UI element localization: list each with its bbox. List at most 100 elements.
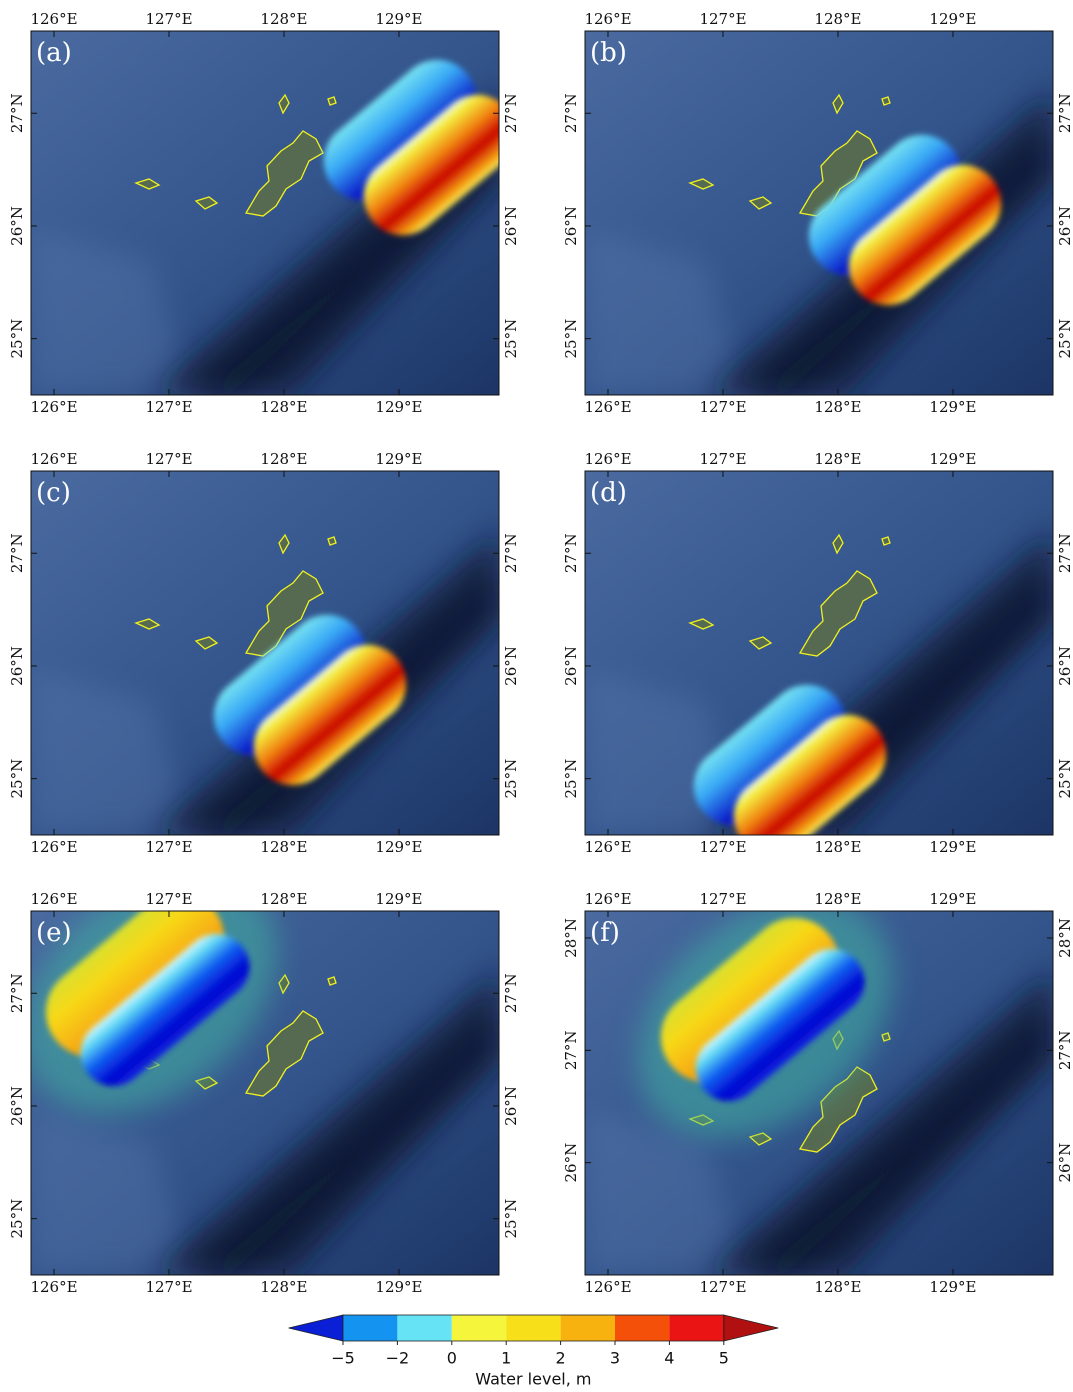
map-frame xyxy=(30,910,500,1276)
island xyxy=(244,570,324,657)
x-tick-label: 127°E xyxy=(145,10,192,28)
wave-blob xyxy=(808,134,962,276)
x-tick-label: 127°E xyxy=(699,450,746,468)
island xyxy=(798,1066,878,1153)
x-tick-label: 127°E xyxy=(145,398,192,416)
map-area xyxy=(31,911,499,1275)
shelf xyxy=(31,1111,191,1275)
x-tick-label: 126°E xyxy=(30,838,77,856)
x-tick-label: 128°E xyxy=(260,838,307,856)
y-tick-label: 27°N xyxy=(562,93,580,133)
y-tick-label: 26°N xyxy=(502,1086,520,1126)
x-tick-label: 127°E xyxy=(145,1278,192,1296)
colorbar-segment xyxy=(615,1315,670,1341)
x-tick-label: 129°E xyxy=(375,1278,422,1296)
wave-blob xyxy=(213,614,367,756)
islands xyxy=(134,533,337,657)
x-tick-label: 127°E xyxy=(699,398,746,416)
colorbar-tick-label: 0 xyxy=(447,1349,457,1368)
map-panel: (c) 126°E 126°E 127°E 127°E 128°E 128°E 129°E 12… xyxy=(8,450,520,856)
y-tick-label: 26°N xyxy=(8,206,26,246)
colorbar-tick-label: 3 xyxy=(610,1349,620,1368)
colorbar-frame xyxy=(342,1314,725,1342)
y-tick-label: 26°N xyxy=(1056,206,1073,246)
shelf xyxy=(31,671,191,835)
x-tick-label: 126°E xyxy=(584,838,631,856)
x-tick-label: 127°E xyxy=(145,838,192,856)
x-tick-label: 127°E xyxy=(699,838,746,856)
trench xyxy=(151,971,499,1275)
trench-core xyxy=(201,1021,499,1275)
x-tick-label: 127°E xyxy=(145,890,192,908)
x-tick-label: 127°E xyxy=(699,890,746,908)
x-tick-label: 128°E xyxy=(260,890,307,908)
map-frame xyxy=(584,30,1054,396)
island xyxy=(688,618,715,630)
islands xyxy=(688,93,891,217)
y-tick-label: 27°N xyxy=(8,93,26,133)
island xyxy=(748,196,773,210)
map-panel: (f) 126°E 126°E 127°E 127°E 128°E 128°E 129°E 12… xyxy=(562,890,1073,1296)
y-tick-label: 26°N xyxy=(502,206,520,246)
colorbar-segment xyxy=(506,1315,561,1341)
island xyxy=(278,973,290,995)
panel-label: (c) xyxy=(36,478,71,508)
x-tick-label: 129°E xyxy=(929,10,976,28)
island xyxy=(832,93,844,115)
island xyxy=(134,618,161,630)
colorbar-label: Water level, m xyxy=(475,1370,591,1389)
wave-blob xyxy=(693,684,847,826)
wave-blob xyxy=(45,911,225,1057)
colorbar-tick-label: 4 xyxy=(664,1349,674,1368)
trench-core xyxy=(755,1021,1053,1275)
y-tick-label: 26°N xyxy=(8,646,26,686)
colorbar: −5 −2 0 1 2 3 4 5 Water level, m xyxy=(288,1314,779,1389)
x-tick-label: 126°E xyxy=(30,890,77,908)
y-tick-label: 25°N xyxy=(8,759,26,799)
x-tick-label: 126°E xyxy=(30,1278,77,1296)
x-tick-label: 126°E xyxy=(30,398,77,416)
x-tick-label: 127°E xyxy=(145,450,192,468)
shelf xyxy=(585,1111,745,1275)
wave-blob xyxy=(848,164,1002,306)
y-tick-label: 26°N xyxy=(502,646,520,686)
islands xyxy=(134,93,337,217)
x-tick-label: 129°E xyxy=(375,398,422,416)
panel-label: (d) xyxy=(590,478,627,508)
panel-label: (a) xyxy=(36,38,72,68)
x-tick-label: 126°E xyxy=(584,890,631,908)
x-tick-label: 126°E xyxy=(584,398,631,416)
x-tick-label: 128°E xyxy=(814,838,861,856)
wave-blob xyxy=(660,918,840,1082)
wave-blob xyxy=(80,933,250,1087)
wave-blob xyxy=(363,94,499,236)
y-tick-label: 26°N xyxy=(562,646,580,686)
y-tick-label: 26°N xyxy=(8,1086,26,1126)
island xyxy=(748,636,773,650)
colorbar-segment xyxy=(397,1315,452,1341)
y-tick-label: 27°N xyxy=(8,973,26,1013)
island xyxy=(244,130,324,217)
islands xyxy=(688,533,891,657)
island xyxy=(798,570,878,657)
x-tick-label: 126°E xyxy=(584,10,631,28)
y-tick-label: 27°N xyxy=(562,533,580,573)
map-frame xyxy=(30,30,500,396)
map-frame xyxy=(584,470,1054,836)
panel-label: (e) xyxy=(36,918,72,948)
island xyxy=(194,1076,219,1090)
island xyxy=(832,533,844,555)
y-tick-label: 25°N xyxy=(502,319,520,359)
y-tick-label: 27°N xyxy=(502,93,520,133)
island xyxy=(881,536,891,546)
x-tick-label: 126°E xyxy=(584,1278,631,1296)
x-tick-label: 129°E xyxy=(929,450,976,468)
y-tick-label: 26°N xyxy=(1056,646,1073,686)
x-tick-label: 128°E xyxy=(814,10,861,28)
x-tick-label: 126°E xyxy=(30,450,77,468)
y-tick-label: 26°N xyxy=(562,1143,580,1183)
colorbar-tick-label: −2 xyxy=(386,1349,410,1368)
y-tick-label: 26°N xyxy=(1056,1143,1073,1183)
colorbar-segment xyxy=(451,1315,507,1341)
